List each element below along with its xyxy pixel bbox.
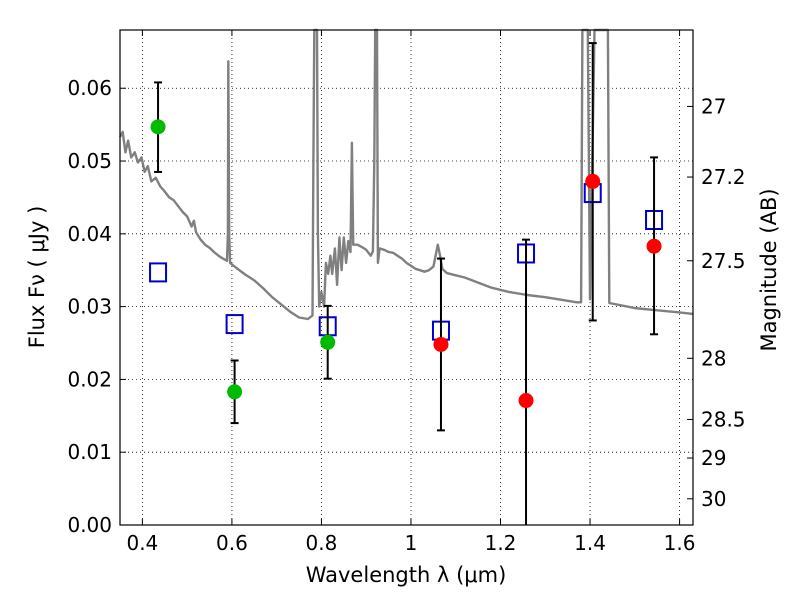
- axis-ticks: 0.4 0.6 0.8 1 1.2 1.4 1.6 0.00 0.01 0.02 0.03 0.04 0…: [67, 30, 746, 555]
- right-tick-label: 29: [701, 446, 726, 470]
- red-data-point: [585, 173, 601, 189]
- red-data-point: [646, 238, 662, 254]
- model-spectrum-line: [118, 28, 694, 321]
- right-axis-title: Magnitude (AB): [757, 188, 781, 351]
- y-tick-label: 0.01: [67, 440, 112, 464]
- x-axis-title: Wavelength λ (μm): [306, 563, 507, 587]
- x-tick-label: 0.6: [216, 531, 248, 555]
- y-tick-label: 0.00: [67, 513, 112, 537]
- right-tick-label: 30: [701, 487, 726, 511]
- right-tick-label: 28: [701, 346, 726, 370]
- right-tick-label: 27.5: [701, 249, 746, 273]
- grid: [120, 30, 693, 526]
- y-tick-label: 0.04: [67, 222, 112, 246]
- y-tick-label: 0.02: [67, 367, 112, 391]
- right-tick-label: 27: [701, 94, 726, 118]
- green-data-point: [320, 334, 336, 350]
- y-tick-label: 0.06: [67, 76, 112, 100]
- right-tick-label: 28.5: [701, 407, 746, 431]
- x-tick-label: 1.6: [664, 531, 696, 555]
- x-tick-label: 0.4: [126, 531, 158, 555]
- x-tick-label: 1.2: [485, 531, 517, 555]
- x-tick-label: 1.4: [574, 531, 606, 555]
- plot-frame: [119, 29, 694, 526]
- red-data-point: [433, 336, 449, 352]
- x-tick-label: 0.8: [306, 531, 338, 555]
- plot-background: [120, 30, 693, 525]
- model-spectrum: [118, 28, 694, 321]
- green-data-point: [150, 119, 166, 135]
- y-tick-label: 0.03: [67, 295, 112, 319]
- observed-photometry: [150, 119, 662, 409]
- y-axis-title: Flux Fν ( μJy ): [25, 206, 49, 349]
- model-photometry-square: [149, 262, 168, 283]
- green-data-point: [227, 384, 243, 400]
- model-photometry-square: [225, 314, 244, 335]
- right-tick-label: 27.2: [701, 165, 746, 189]
- y-tick-label: 0.05: [67, 149, 112, 173]
- x-tick-label: 1: [405, 531, 418, 555]
- red-data-point: [518, 393, 534, 409]
